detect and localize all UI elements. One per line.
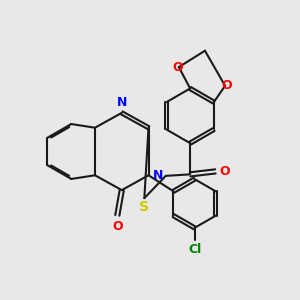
Text: O: O bbox=[172, 61, 183, 74]
Text: N: N bbox=[117, 96, 127, 109]
Text: O: O bbox=[112, 220, 123, 233]
Text: S: S bbox=[140, 200, 149, 214]
Text: Cl: Cl bbox=[188, 243, 201, 256]
Text: O: O bbox=[221, 79, 232, 92]
Text: O: O bbox=[220, 165, 230, 178]
Text: N: N bbox=[153, 169, 163, 182]
